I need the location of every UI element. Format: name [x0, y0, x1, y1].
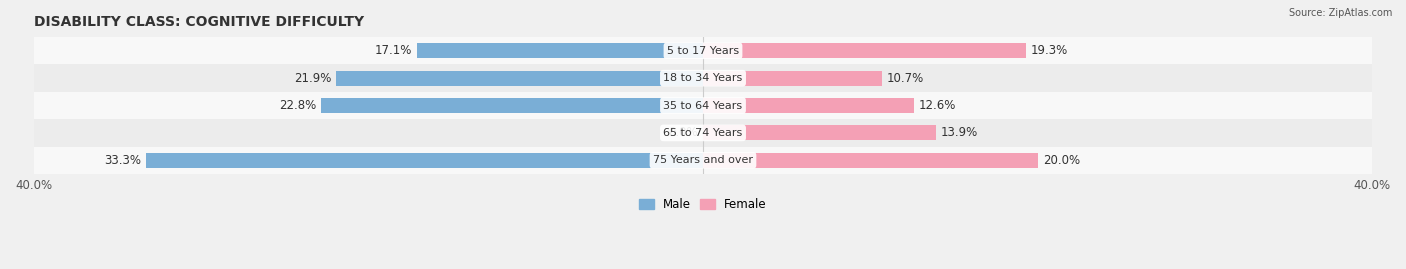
Text: 0.0%: 0.0% — [668, 126, 697, 139]
Text: 65 to 74 Years: 65 to 74 Years — [664, 128, 742, 138]
Bar — [703, 153, 1038, 168]
Text: 33.3%: 33.3% — [104, 154, 141, 167]
Bar — [703, 125, 935, 140]
Bar — [703, 71, 882, 86]
Text: Source: ZipAtlas.com: Source: ZipAtlas.com — [1288, 8, 1392, 18]
Bar — [34, 92, 1372, 119]
Legend: Male, Female: Male, Female — [634, 193, 772, 216]
Text: 12.6%: 12.6% — [920, 99, 956, 112]
Bar — [703, 98, 914, 113]
Text: 5 to 17 Years: 5 to 17 Years — [666, 46, 740, 56]
Text: 20.0%: 20.0% — [1043, 154, 1080, 167]
Bar — [703, 43, 1026, 58]
Text: 17.1%: 17.1% — [374, 44, 412, 57]
Bar — [34, 37, 1372, 65]
Bar — [416, 43, 703, 58]
Text: 22.8%: 22.8% — [280, 99, 316, 112]
Text: DISABILITY CLASS: COGNITIVE DIFFICULTY: DISABILITY CLASS: COGNITIVE DIFFICULTY — [34, 15, 364, 29]
Bar — [146, 153, 703, 168]
Text: 21.9%: 21.9% — [294, 72, 332, 85]
Text: 13.9%: 13.9% — [941, 126, 979, 139]
Text: 35 to 64 Years: 35 to 64 Years — [664, 101, 742, 111]
Bar — [34, 119, 1372, 147]
Text: 10.7%: 10.7% — [887, 72, 924, 85]
Text: 75 Years and over: 75 Years and over — [652, 155, 754, 165]
Text: 19.3%: 19.3% — [1031, 44, 1069, 57]
Bar — [322, 98, 703, 113]
Text: 18 to 34 Years: 18 to 34 Years — [664, 73, 742, 83]
Bar — [336, 71, 703, 86]
Bar — [34, 65, 1372, 92]
Bar — [34, 147, 1372, 174]
